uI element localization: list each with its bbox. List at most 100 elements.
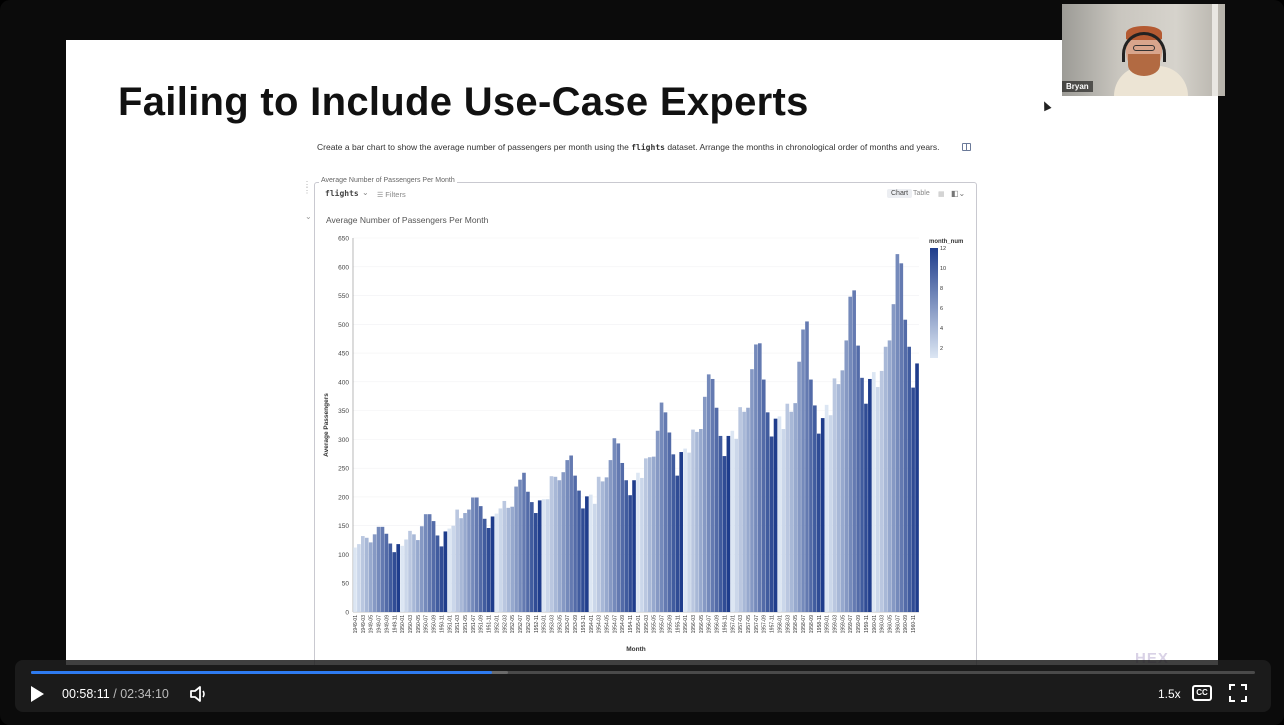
bar — [750, 369, 754, 612]
bar — [820, 418, 825, 612]
prompt-dataset-code: flights — [631, 143, 665, 152]
x-tick-label: 1953-07 — [565, 615, 571, 634]
grid-icon[interactable]: ▦ — [938, 191, 945, 198]
play-icon — [31, 686, 44, 702]
bar — [856, 345, 860, 612]
legend-gradient — [930, 248, 938, 358]
bar — [832, 378, 837, 612]
bar — [695, 431, 699, 612]
x-tick-label: 1960-05 — [888, 615, 894, 634]
playback-speed-button[interactable]: 1.5x — [1158, 687, 1181, 701]
bar — [805, 321, 809, 612]
bar — [372, 534, 377, 612]
x-tick-label: 1958-01 — [777, 615, 783, 634]
x-tick-label: 1955-01 — [636, 615, 642, 634]
bar — [514, 486, 518, 612]
x-tick-label: 1954-01 — [589, 615, 595, 634]
legend-tick-label: 8 — [940, 286, 943, 292]
bar — [537, 500, 542, 612]
bar — [730, 430, 735, 612]
x-tick-label: 1953-09 — [573, 615, 579, 634]
bar — [474, 497, 479, 612]
fullscreen-button[interactable] — [1229, 684, 1247, 702]
bar — [734, 438, 739, 612]
bar — [655, 430, 660, 612]
bar — [471, 497, 475, 612]
volume-button[interactable] — [189, 685, 209, 703]
layout-icon[interactable] — [962, 143, 971, 151]
x-tick-label: 1959-11 — [864, 615, 870, 633]
bar — [742, 411, 746, 612]
bar — [569, 455, 573, 612]
bar — [585, 496, 589, 612]
time-separator: / — [113, 687, 117, 701]
tab-chart[interactable]: Chart — [887, 189, 913, 198]
bar — [408, 530, 412, 612]
bar — [706, 374, 711, 612]
cc-button[interactable]: CC — [1192, 685, 1212, 701]
bar — [494, 513, 499, 612]
y-tick-label: 150 — [338, 523, 349, 530]
bar — [644, 458, 648, 612]
x-tick-label: 1952-03 — [502, 615, 508, 634]
bar — [754, 344, 758, 612]
tab-table[interactable]: Table — [913, 190, 930, 197]
y-tick-label: 100 — [338, 552, 349, 559]
chevron-down-icon[interactable]: ⌄ — [305, 212, 312, 221]
y-tick-label: 600 — [338, 264, 349, 271]
bar-chart: 0 50 100 150 200 250 300 350 400 450 500 550 600 650 1… — [323, 236, 963, 654]
x-tick-label: 1960-09 — [903, 615, 909, 634]
time-display: 00:58:11 / 02:34:10 — [62, 687, 169, 701]
x-tick-label: 1949-05 — [369, 615, 375, 634]
bar — [651, 456, 656, 612]
legend-tick-label: 6 — [940, 306, 943, 312]
x-tick-label: 1956-05 — [699, 615, 705, 634]
bar — [565, 460, 570, 612]
dataframe-select[interactable]: flights — [325, 189, 359, 198]
y-tick-label: 200 — [338, 494, 349, 501]
x-tick-label: 1954-07 — [612, 615, 618, 634]
filters-button[interactable]: ☰ Filters — [377, 190, 406, 199]
x-tick-label: 1957-07 — [754, 615, 760, 634]
x-tick-label: 1955-03 — [644, 615, 650, 634]
x-tick-label: 1952-05 — [510, 615, 516, 634]
bar — [809, 379, 813, 612]
chevron-down-icon[interactable]: ⌄ — [362, 188, 369, 197]
bar — [419, 526, 424, 612]
bar — [915, 363, 919, 612]
duration: 02:34:10 — [120, 687, 169, 701]
bar — [765, 412, 770, 612]
bar — [364, 537, 369, 612]
drag-handle-icon[interactable]: ⋮ ⋮ — [303, 180, 311, 195]
bar — [361, 536, 365, 612]
x-tick-label: 1949-01 — [353, 615, 359, 634]
panel-toggle-icon[interactable]: ◧⌄ — [951, 189, 966, 198]
x-tick-label: 1951-09 — [479, 615, 485, 634]
bar — [541, 499, 546, 612]
bar — [777, 416, 782, 612]
prompt-text: Create a bar chart to show the average n… — [317, 142, 940, 152]
bar — [396, 544, 401, 612]
legend-tick-label: 2 — [940, 346, 943, 352]
cell-label: Average Number of Passengers Per Month — [319, 177, 457, 184]
x-tick-label: 1956-11 — [722, 615, 728, 633]
x-tick-label: 1957-11 — [770, 615, 776, 633]
bar — [781, 429, 786, 612]
bar — [368, 542, 373, 612]
bar — [663, 412, 668, 612]
progress-bar[interactable] — [31, 671, 1255, 674]
play-button[interactable] — [29, 686, 45, 702]
bar — [628, 495, 632, 612]
x-tick-label: 1955-09 — [667, 615, 673, 634]
bar — [455, 509, 459, 612]
x-tick-label: 1952-09 — [526, 615, 532, 634]
bar — [443, 531, 448, 612]
bar — [773, 418, 778, 612]
x-tick-label: 1957-01 — [730, 615, 736, 634]
bar — [726, 435, 731, 612]
bar — [710, 378, 715, 612]
bar — [612, 438, 617, 612]
bar — [608, 460, 613, 612]
bar — [447, 528, 452, 612]
